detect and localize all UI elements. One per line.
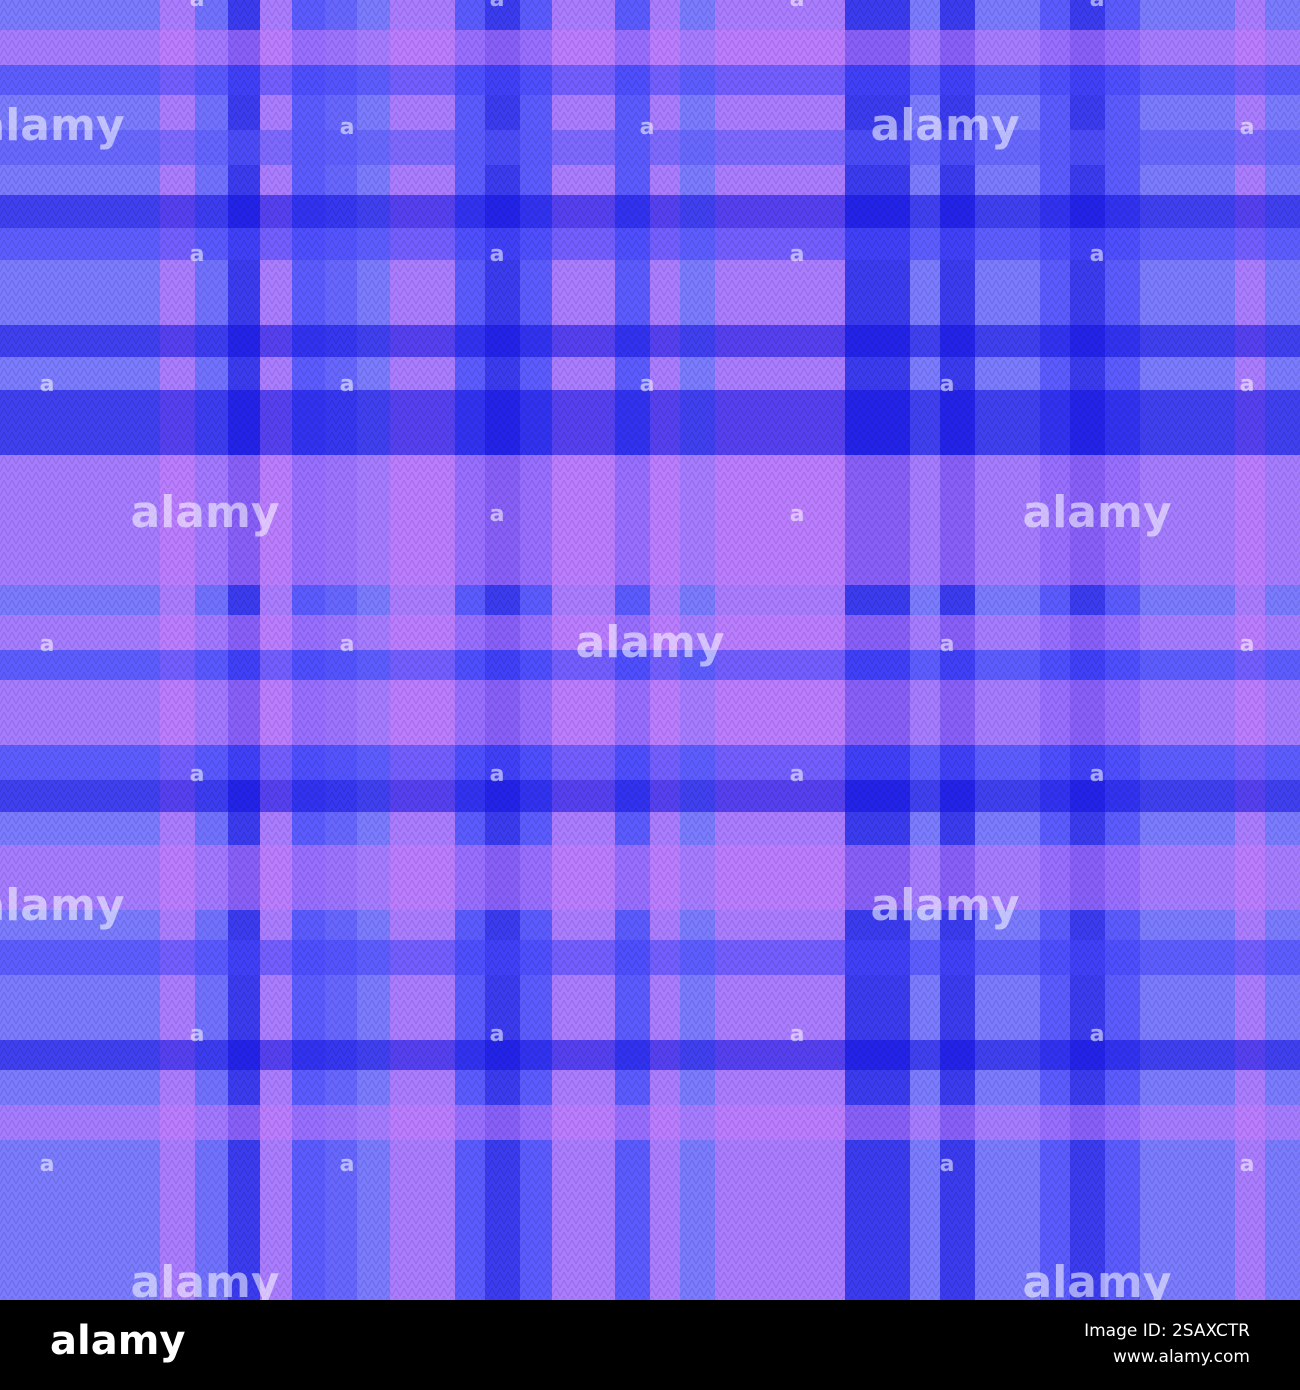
watermark-mark: a bbox=[1090, 0, 1105, 12]
watermark-mark: a bbox=[490, 762, 505, 787]
watermark-logo: alamy bbox=[1023, 1257, 1172, 1308]
watermark-logo: alamy bbox=[871, 100, 1020, 151]
watermark-mark: a bbox=[190, 1022, 205, 1047]
watermark-mark: a bbox=[1090, 242, 1105, 267]
source-url: www.alamy.com bbox=[1113, 1347, 1250, 1367]
watermark-mark: a bbox=[340, 1152, 355, 1177]
watermark-mark: a bbox=[790, 762, 805, 787]
watermark-mark: a bbox=[940, 372, 955, 397]
watermark-mark: a bbox=[40, 1152, 55, 1177]
watermark-mark: a bbox=[790, 502, 805, 527]
weave-texture bbox=[0, 0, 1300, 1300]
watermark-mark: a bbox=[40, 372, 55, 397]
watermark-mark: a bbox=[490, 1022, 505, 1047]
watermark-mark: a bbox=[340, 115, 355, 140]
watermark-mark: a bbox=[790, 1022, 805, 1047]
watermark-mark: a bbox=[340, 632, 355, 657]
watermark-mark: a bbox=[190, 0, 205, 12]
watermark-logo: alamy bbox=[131, 1257, 280, 1308]
watermark-logo: alamy bbox=[1023, 487, 1172, 538]
watermark-mark: a bbox=[940, 632, 955, 657]
footer-bar bbox=[0, 1300, 1300, 1390]
watermark-mark: a bbox=[1240, 1152, 1255, 1177]
watermark-mark: a bbox=[490, 502, 505, 527]
watermark-mark: a bbox=[190, 242, 205, 267]
watermark-mark: a bbox=[790, 0, 805, 12]
watermark-mark: a bbox=[1090, 1022, 1105, 1047]
footer-logo: alamy bbox=[50, 1318, 185, 1364]
watermark-mark: a bbox=[1240, 632, 1255, 657]
watermark-logo: alamy bbox=[0, 880, 125, 931]
watermark-mark: a bbox=[640, 372, 655, 397]
image-id: Image ID: 2SAXCTR bbox=[1084, 1321, 1250, 1341]
watermark-mark: a bbox=[1240, 372, 1255, 397]
watermark-mark: a bbox=[190, 762, 205, 787]
watermarks: alamy alamy alamy alamy alamy alamy alamy alamy… bbox=[0, 0, 1254, 1308]
watermark-mark: a bbox=[1090, 762, 1105, 787]
watermark-logo: alamy bbox=[0, 100, 125, 151]
watermark-mark: a bbox=[790, 242, 805, 267]
watermark-mark: a bbox=[940, 1152, 955, 1177]
watermark-mark: a bbox=[340, 372, 355, 397]
watermark-mark: a bbox=[640, 115, 655, 140]
watermark-mark: a bbox=[490, 0, 505, 12]
watermark-mark: a bbox=[40, 632, 55, 657]
watermark-mark: a bbox=[1240, 115, 1255, 140]
watermark-mark: a bbox=[490, 242, 505, 267]
watermark-logo: alamy bbox=[576, 617, 725, 668]
watermark-logo: alamy bbox=[871, 880, 1020, 931]
watermark-logo: alamy bbox=[131, 487, 280, 538]
